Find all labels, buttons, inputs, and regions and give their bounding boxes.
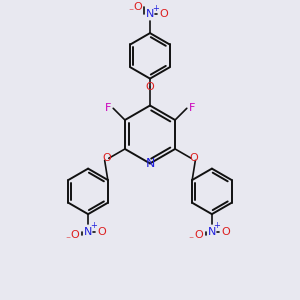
Text: O: O [146,82,154,92]
Text: O: O [102,153,111,163]
Text: O: O [133,2,142,12]
Text: +: + [90,221,97,230]
Text: ⁻: ⁻ [129,8,134,17]
Text: +: + [214,221,220,230]
Text: O: O [221,227,230,237]
Text: ⁻: ⁻ [189,235,194,245]
Text: O: O [97,227,106,237]
Text: F: F [105,103,111,113]
Text: O: O [189,153,198,163]
Text: O: O [70,230,79,240]
Text: F: F [189,103,195,113]
Text: O: O [159,10,168,20]
Text: ⁻: ⁻ [65,235,70,245]
Text: +: + [152,4,159,13]
Text: N: N [84,227,92,237]
Text: O: O [194,230,203,240]
Text: N: N [145,157,155,170]
Text: N: N [208,227,216,237]
Text: N: N [146,10,154,20]
